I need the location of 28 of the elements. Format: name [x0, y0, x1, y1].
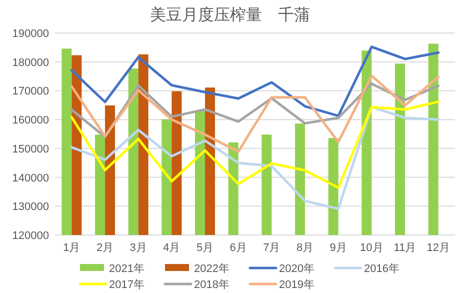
y-tick-label: 140000 — [12, 172, 49, 184]
legend-label: 2018年 — [194, 279, 230, 291]
y-tick-label: 130000 — [12, 201, 49, 214]
x-tick-label: 10月 — [360, 242, 384, 254]
legend-label: 2021年 — [109, 263, 144, 275]
legend-label: 2022年 — [194, 263, 230, 275]
y-tick-label: 120000 — [12, 230, 49, 242]
legend-label: 2016年 — [364, 263, 400, 275]
legend-label: 2019年 — [279, 279, 314, 291]
y-tick-label: 170000 — [12, 86, 49, 98]
x-tick-label: 4月 — [163, 242, 180, 254]
legend-label: 2017年 — [109, 279, 144, 291]
y-tick-label: 190000 — [12, 28, 49, 40]
y-tick-label: 150000 — [12, 143, 49, 156]
x-tick-label: 12月 — [426, 242, 450, 254]
chart-title: 美豆月度压榨量 千蒲 — [150, 6, 310, 24]
x-tick-label: 9月 — [330, 242, 347, 254]
x-tick-label: 2月 — [96, 242, 114, 254]
y-tick-label: 160000 — [12, 114, 49, 127]
x-tick-label: 6月 — [230, 242, 247, 254]
x-tick-label: 5月 — [196, 242, 214, 254]
x-tick-label: 8月 — [296, 242, 314, 254]
x-tick-label: 11月 — [394, 242, 416, 254]
y-tick-label: 180000 — [12, 56, 49, 69]
legend-label: 2020年 — [279, 263, 314, 275]
x-tick-label: 3月 — [130, 242, 147, 254]
x-tick-label: 1月 — [63, 242, 80, 254]
x-tick-label: 7月 — [263, 242, 280, 254]
